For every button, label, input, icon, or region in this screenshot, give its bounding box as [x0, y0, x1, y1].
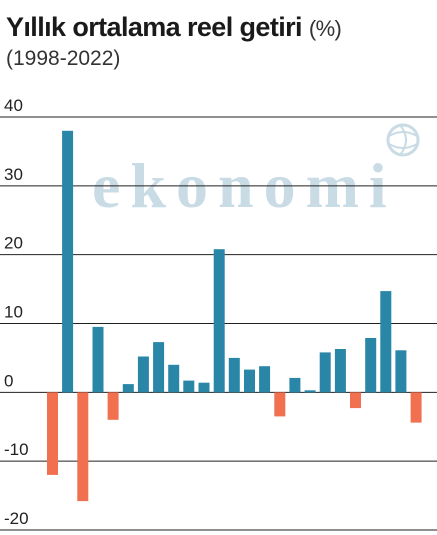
watermark: ekonomi [92, 123, 420, 221]
bar [47, 392, 58, 475]
bar [92, 326, 104, 393]
bar [259, 366, 271, 393]
bar [183, 380, 195, 393]
globe-logo-icon [386, 123, 420, 157]
y-tick-label: 20 [4, 234, 23, 253]
bar [334, 349, 346, 393]
bar [62, 130, 74, 393]
y-tick-label: -20 [4, 509, 29, 528]
y-tick-label: 40 [4, 96, 23, 115]
bar [244, 369, 255, 393]
bar [122, 384, 134, 393]
bar [304, 390, 316, 393]
bar [350, 392, 361, 409]
y-tick-label: 30 [4, 165, 23, 184]
chart-title-text: Yıllık ortalama reel getiri [6, 12, 303, 42]
bar [410, 392, 422, 423]
bar [319, 352, 331, 393]
chart-title: Yıllık ortalama reel getiri (%) [6, 12, 342, 43]
bar [289, 377, 301, 393]
bar [274, 392, 286, 417]
bar [77, 392, 89, 502]
bar [168, 364, 180, 393]
y-axis-tick-labels: -20 -10 0 10 20 30 40 [4, 96, 29, 528]
bar [228, 357, 240, 393]
y-tick-label: 10 [4, 303, 23, 322]
y-tick-label: 0 [4, 371, 13, 390]
bar [365, 338, 377, 393]
y-tick-label: -10 [4, 440, 29, 459]
bar [213, 249, 225, 393]
bar [107, 392, 119, 420]
bar [153, 342, 165, 393]
bar [395, 350, 407, 393]
chart-subtitle: (1998-2022) [6, 47, 121, 70]
bars [47, 130, 422, 502]
bar [380, 291, 392, 393]
bar [198, 382, 210, 393]
chart-header: Yıllık ortalama reel getiri (%) (1998-20… [6, 12, 342, 71]
chart-title-unit: (%) [308, 16, 342, 41]
bar [137, 356, 149, 393]
